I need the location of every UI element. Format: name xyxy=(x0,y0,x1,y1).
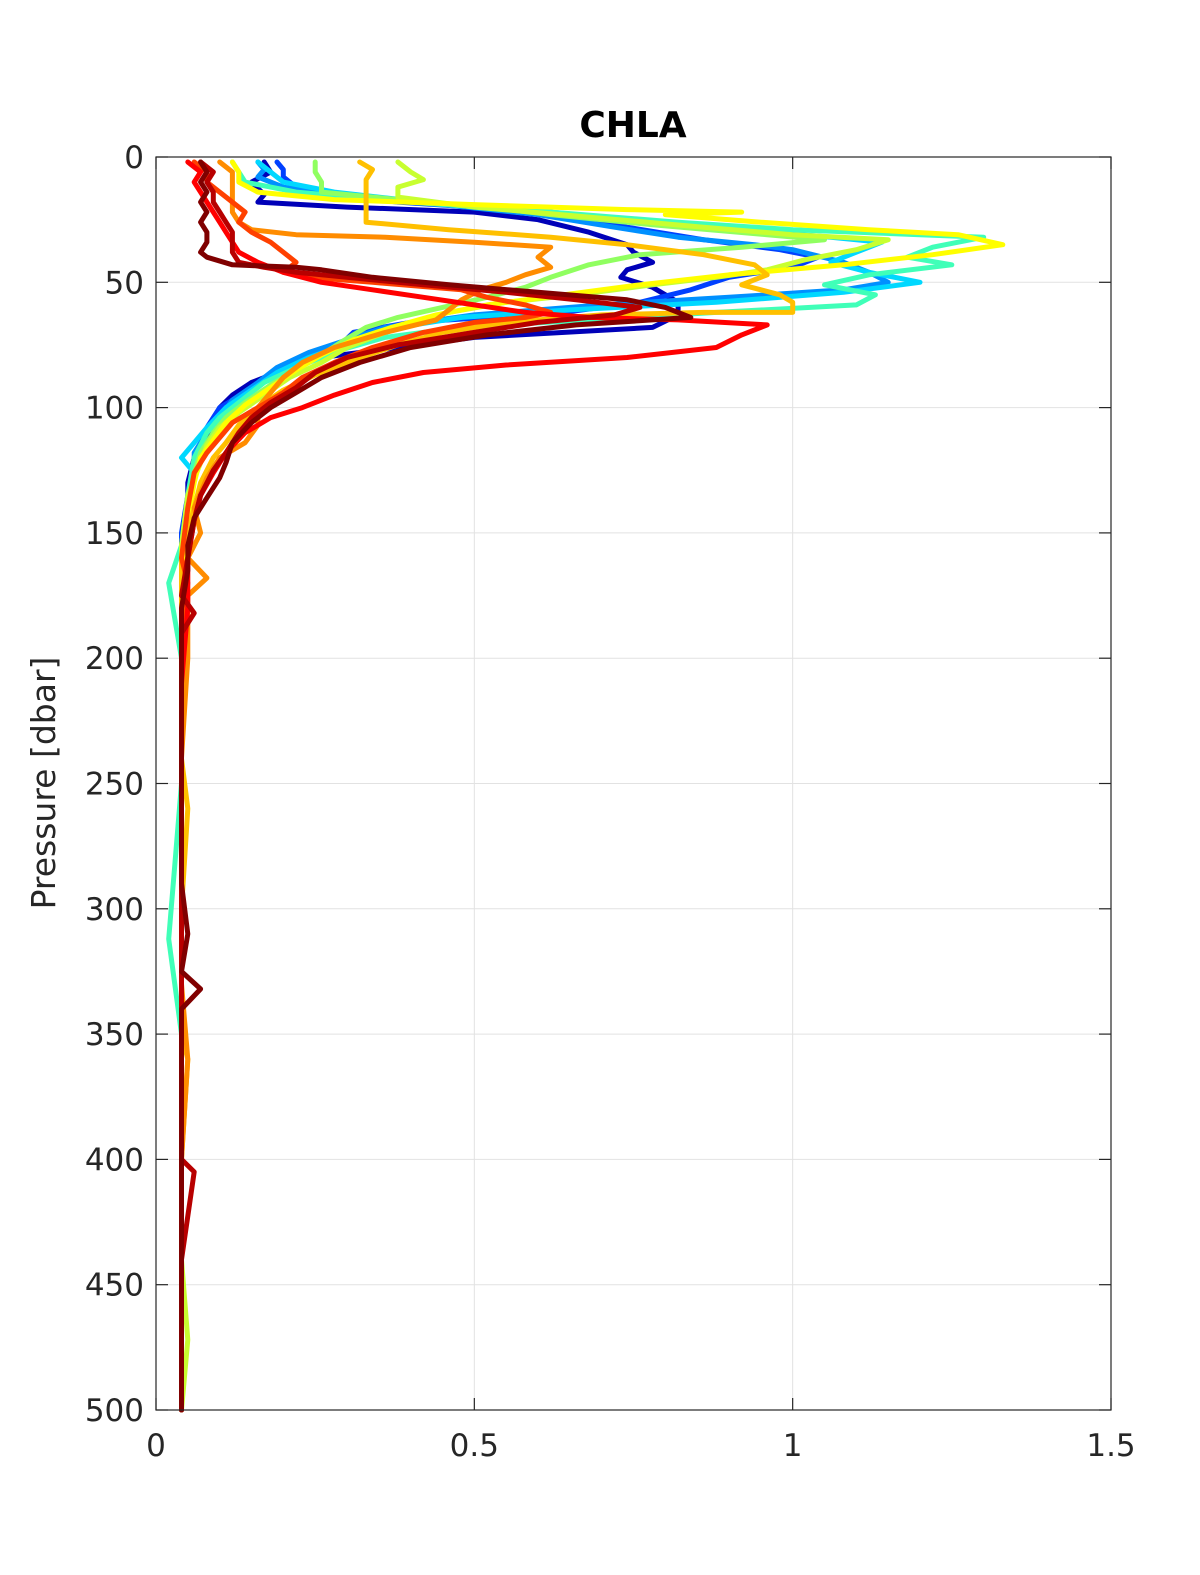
x-tick-labels: 0 0.5 1 1.5 xyxy=(146,1428,1136,1464)
x-tick-label: 1.5 xyxy=(1086,1428,1135,1464)
y-tick-label: 0 xyxy=(124,140,144,176)
chart-title: CHLA xyxy=(579,105,686,146)
y-tick-label: 350 xyxy=(85,1017,144,1053)
y-tick-label: 150 xyxy=(85,516,144,552)
x-tick-label: 0 xyxy=(146,1428,166,1464)
axis-ticks xyxy=(155,156,1112,1411)
y-tick-label: 100 xyxy=(85,391,144,427)
y-tick-label: 200 xyxy=(85,641,144,677)
series-line-14 xyxy=(179,159,694,1413)
y-tick-labels: 0 50 100 150 200 250 300 350 400 450 500 xyxy=(85,140,144,1429)
y-tick-label: 450 xyxy=(85,1268,144,1304)
series-lines xyxy=(166,159,1006,1413)
y-axis-label: Pressure [dbar] xyxy=(24,657,63,910)
y-tick-label: 250 xyxy=(85,767,144,803)
y-tick-label: 400 xyxy=(85,1142,144,1178)
x-tick-label: 0.5 xyxy=(450,1428,499,1464)
y-tick-label: 300 xyxy=(85,892,144,928)
y-tick-label: 500 xyxy=(85,1393,144,1429)
x-tick-label: 1 xyxy=(783,1428,803,1464)
series-line-9 xyxy=(179,159,796,1413)
y-tick-label: 50 xyxy=(105,265,144,301)
